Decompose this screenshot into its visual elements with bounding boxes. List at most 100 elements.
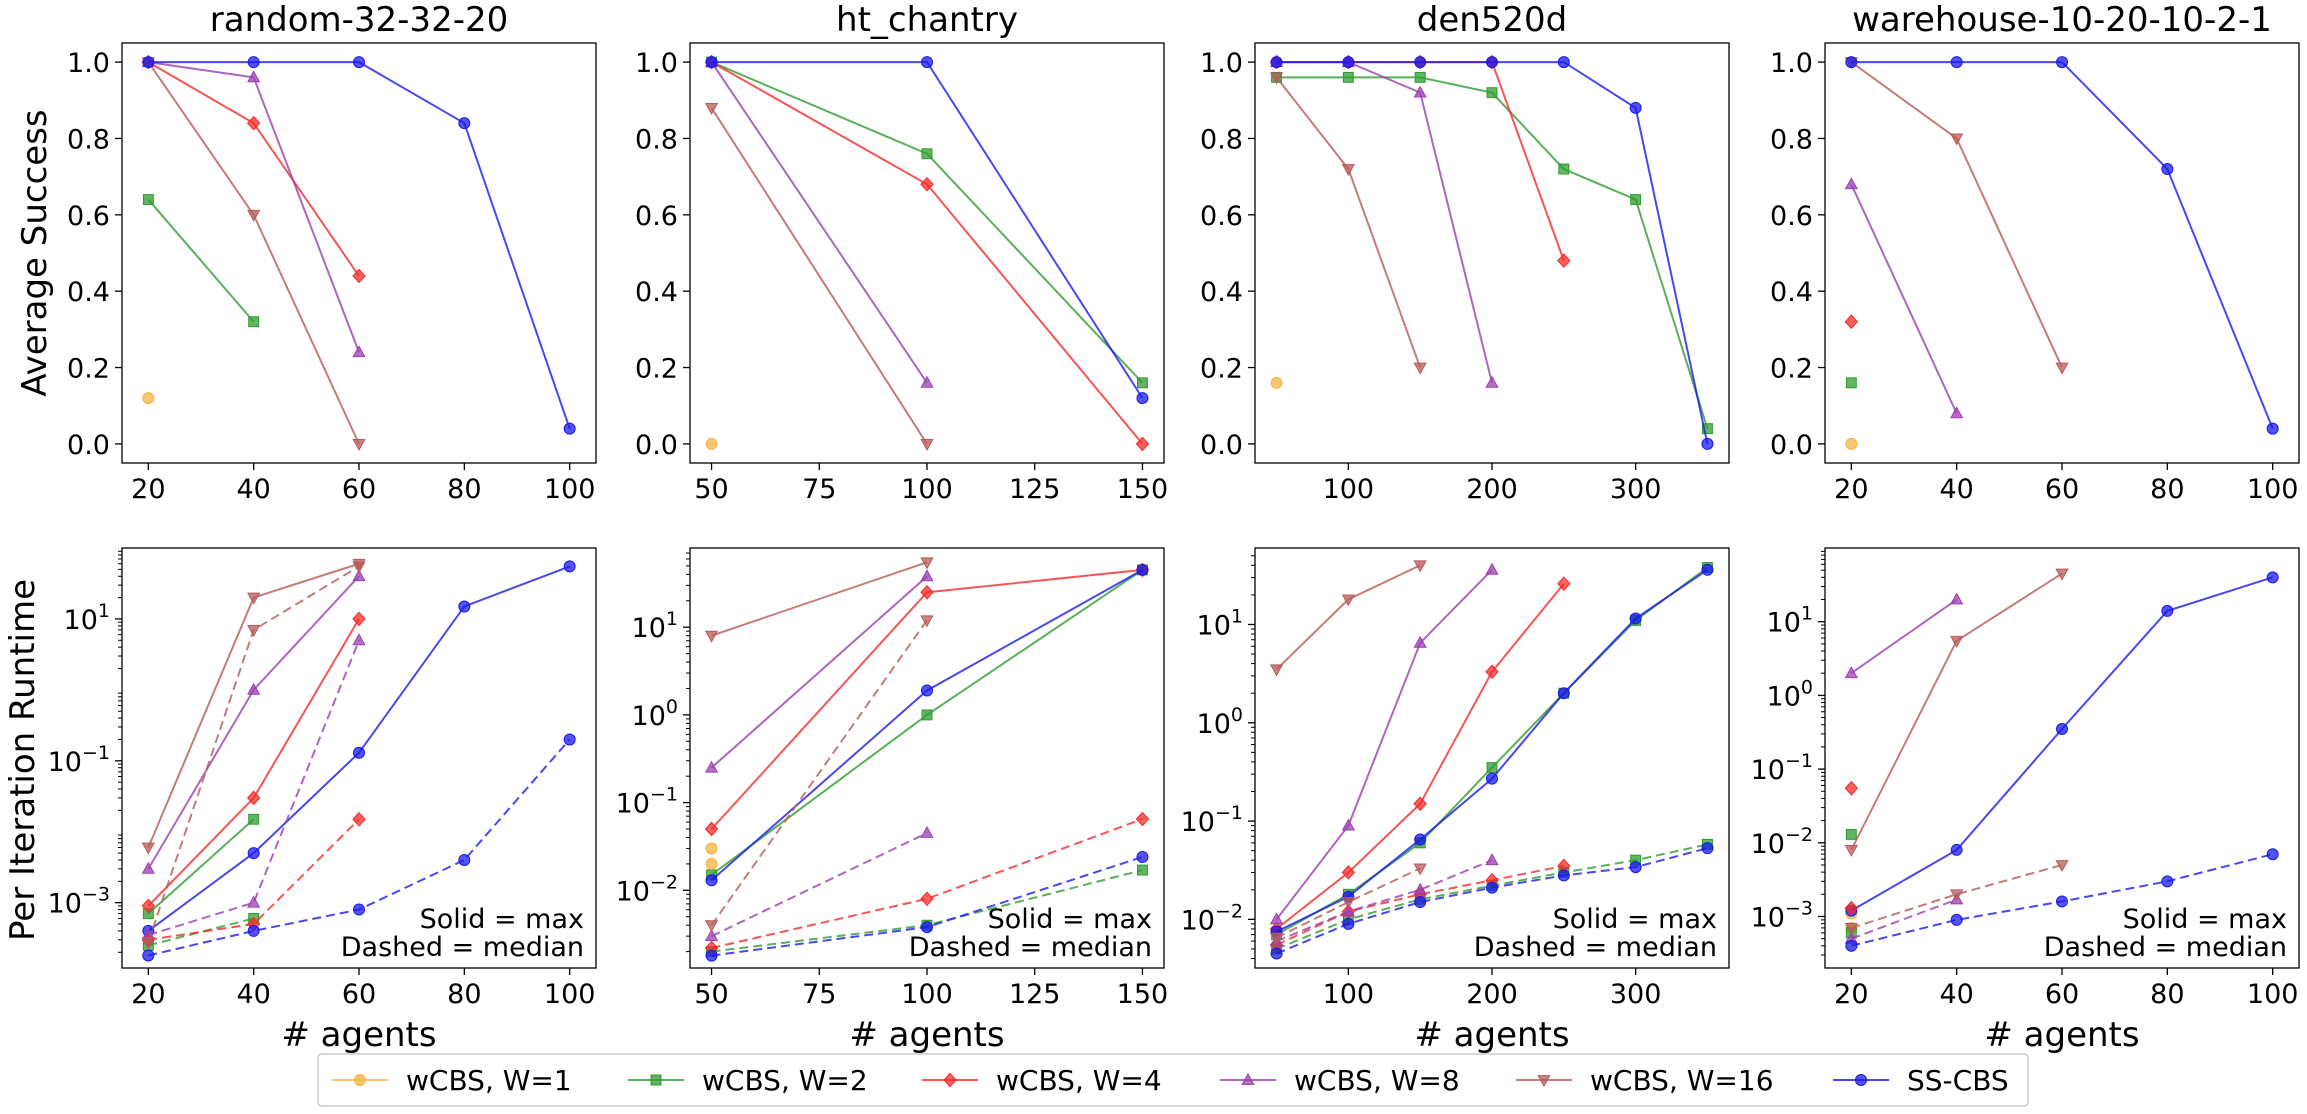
- series-wcbs-w-1-max: [705, 842, 718, 855]
- data-point: [2055, 860, 2069, 873]
- series-line: [1276, 867, 1421, 939]
- series-wcbs-w-16-median: [1844, 860, 2069, 935]
- axes-frame: [689, 42, 1165, 464]
- data-point: [920, 375, 934, 388]
- legend-label: wCBS, W=2: [702, 1064, 868, 1097]
- data-point: [1844, 666, 1858, 679]
- x-axis-label: # agents: [1984, 1015, 2139, 1055]
- data-point: [2056, 56, 2068, 69]
- data-point: [141, 936, 155, 949]
- data-point: [1486, 56, 1498, 69]
- panel-runtime-2: 50 75 100 125 150 # agents 10−2 10−1 100 101 Solid…: [616, 547, 1168, 1055]
- data-point: [1413, 560, 1427, 573]
- series-wcbs-w-16: [704, 103, 934, 451]
- series-line: [147, 61, 360, 277]
- series-ss-cbs-median: [705, 850, 1149, 962]
- data-point: [1844, 780, 1859, 796]
- data-point: [2056, 722, 2068, 735]
- data-point: [1342, 71, 1354, 83]
- x-tick-label: 60: [2045, 979, 2079, 1010]
- note-dashed-median: Dashed = median: [1474, 932, 1717, 963]
- y-tick-label: 100: [1197, 704, 1243, 740]
- series-line: [1850, 61, 2063, 368]
- data-point: [247, 682, 261, 695]
- data-point: [920, 825, 934, 838]
- data-point: [352, 345, 366, 358]
- data-point: [352, 569, 366, 582]
- data-point: [2161, 604, 2174, 617]
- panel-success-2: ht_chantry 50 75 100 125 150 0.0 0.2 0.4 0.6 0.8 1.…: [635, 0, 1168, 505]
- x-tick-label: 125: [1009, 979, 1061, 1010]
- x-tick-label: 100: [544, 979, 596, 1010]
- series-wcbs-w-8-max: [1844, 592, 1964, 679]
- data-point: [1844, 845, 1858, 858]
- data-point: [704, 920, 719, 933]
- series-wcbs-w-1: [1270, 376, 1283, 389]
- series-ss-cbs-max: [705, 563, 1149, 887]
- data-point: [920, 584, 934, 600]
- series-wcbs-w-8: [1844, 177, 1964, 419]
- data-point: [1702, 423, 1713, 435]
- series-wcbs-w-16-max: [704, 557, 934, 643]
- data-point: [1486, 762, 1498, 774]
- series-line: [1276, 859, 1493, 943]
- data-point: [247, 592, 261, 605]
- panel-success-1: random-32-32-20 20 40 60 80 100 0.0 0.2 0.4 0.6 0.…: [67, 0, 597, 505]
- note-solid-max: Solid = max: [420, 904, 584, 935]
- y-tick-label: 0.8: [1770, 124, 1813, 155]
- data-point: [1486, 87, 1498, 99]
- legend-item-wcbs-w-2: wCBS, W=2: [628, 1064, 868, 1097]
- legend-marker: [354, 1074, 366, 1086]
- series-line: [1275, 583, 1565, 930]
- x-axis-label: # agents: [281, 1015, 436, 1055]
- data-point: [1342, 56, 1355, 69]
- legend-item-wcbs-w-8: wCBS, W=8: [1220, 1064, 1460, 1097]
- y-tick-label: 101: [632, 608, 678, 644]
- data-point: [921, 684, 933, 697]
- data-point: [1950, 913, 1963, 926]
- y-tick-label: 10−1: [1181, 802, 1243, 838]
- series-line: [147, 618, 360, 907]
- x-tick-label: 40: [236, 474, 270, 505]
- data-point: [1486, 881, 1498, 894]
- x-tick-label: 40: [236, 979, 270, 1010]
- data-point: [921, 921, 933, 934]
- x-tick-label: 40: [1939, 474, 1973, 505]
- x-tick-label: 100: [2247, 979, 2299, 1010]
- data-point: [1950, 406, 1964, 419]
- data-point: [352, 633, 366, 646]
- data-point: [1414, 896, 1427, 909]
- data-point: [352, 439, 366, 451]
- data-point: [1486, 772, 1498, 785]
- legend-item-ss-cbs: SS-CBS: [1833, 1064, 2009, 1097]
- series-line: [1275, 564, 1421, 671]
- x-tick-label: 20: [131, 474, 165, 505]
- data-point: [1557, 687, 1570, 700]
- series-wcbs-w-8-median: [1844, 892, 1964, 944]
- data-point: [1557, 56, 1570, 69]
- y-tick-label: 0.4: [1770, 277, 1813, 308]
- data-point: [1950, 635, 1964, 648]
- data-point: [1950, 56, 1963, 69]
- legend-item-wcbs-w-1: wCBS, W=1: [332, 1064, 572, 1097]
- series-wcbs-w-16-median: [1269, 863, 1427, 945]
- data-point: [1950, 133, 1964, 146]
- data-point: [920, 439, 934, 451]
- data-point: [1269, 912, 1284, 925]
- panel-title: den520d: [1417, 0, 1568, 40]
- series-wcbs-w-8-median: [704, 825, 934, 942]
- data-point: [1701, 437, 1714, 450]
- y-tick-label: 1.0: [67, 48, 110, 79]
- data-point: [1269, 664, 1284, 677]
- legend-marker: [943, 1072, 957, 1088]
- note-dashed-median: Dashed = median: [341, 932, 584, 963]
- data-point: [247, 924, 260, 937]
- series-line: [1850, 898, 1958, 940]
- legend-label: SS-CBS: [1907, 1064, 2009, 1097]
- panel-title: random-32-32-20: [210, 0, 508, 40]
- data-point: [1135, 811, 1150, 827]
- data-point: [1341, 904, 1355, 917]
- data-point: [352, 561, 366, 574]
- note-solid-max: Solid = max: [2123, 904, 2287, 935]
- x-tick-label: 100: [1323, 979, 1375, 1010]
